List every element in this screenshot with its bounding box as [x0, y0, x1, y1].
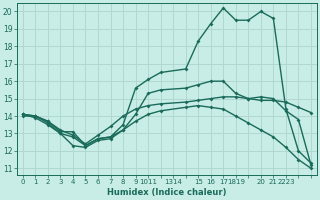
X-axis label: Humidex (Indice chaleur): Humidex (Indice chaleur): [107, 188, 227, 197]
